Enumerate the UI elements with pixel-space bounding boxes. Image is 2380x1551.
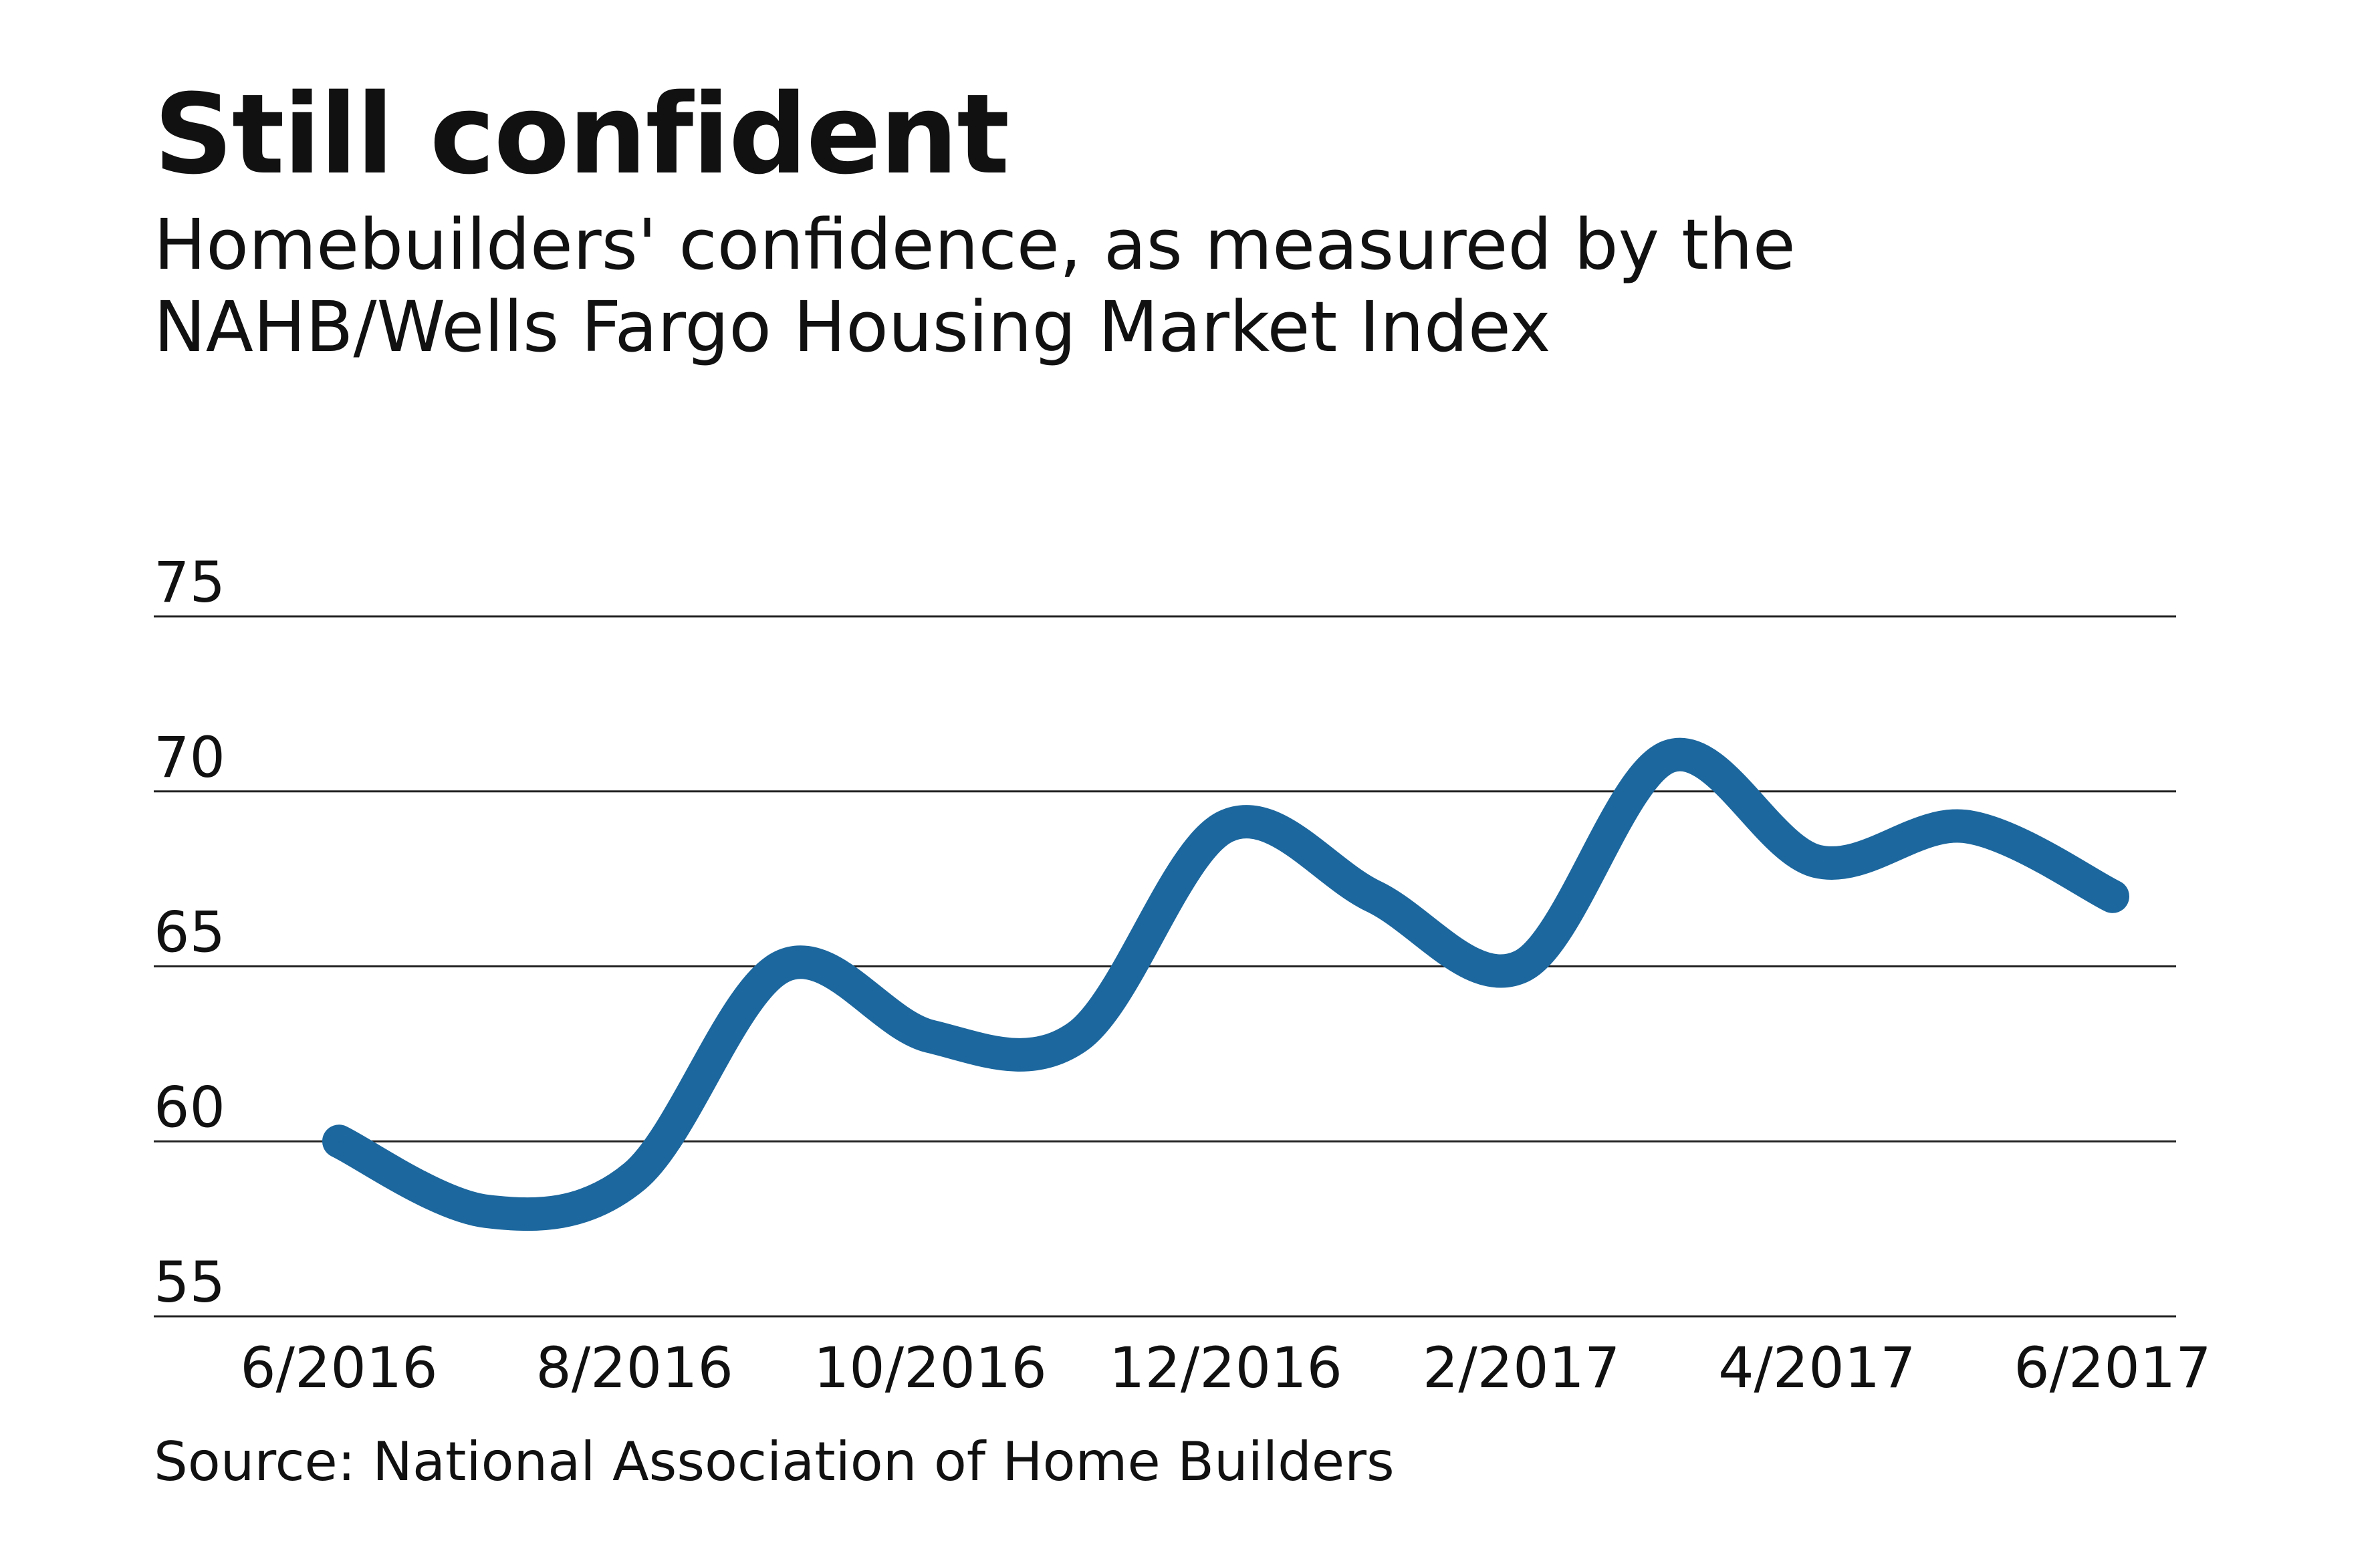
x-tick-label: 6/2017 [2014,1335,2212,1401]
data-point-12/2016 [1225,826,1227,828]
y-tick-label-75: 75 [154,550,225,615]
y-tick-label-65: 65 [154,900,225,965]
x-tick-label: 8/2016 [536,1335,733,1401]
data-point-10/2016 [929,1036,931,1038]
x-tick-label: 2/2017 [1423,1335,1621,1401]
data-point-1/2017 [1373,895,1375,897]
data-point-4/2017 [1816,860,1818,862]
x-tick-label: 10/2016 [814,1335,1047,1401]
data-point-2/2017 [1520,965,1522,967]
x-tick-label: 4/2017 [1718,1335,1916,1401]
source-note: Source: National Association of Home Bui… [154,1431,1395,1493]
data-point-3/2017 [1668,755,1670,757]
x-tick-label: 12/2016 [1109,1335,1342,1401]
data-point-9/2016 [782,965,784,967]
y-tick-label-55: 55 [154,1249,225,1315]
series-line [322,737,2129,1231]
data-point-6/2017 [2112,895,2113,897]
chart-subtitle-line-2: NAHB/Wells Fargo Housing Market Index [154,286,1551,368]
chart-subtitle-line-1: Homebuilders' confidence, as measured by… [154,204,1796,285]
chart-title: Still confident [154,70,1009,199]
data-point-11/2016 [1077,1036,1079,1038]
data-point-5/2017 [1964,826,1966,828]
data-point-7/2016 [486,1210,488,1212]
y-tick-label-70: 70 [154,725,225,790]
y-tick-label-60: 60 [154,1074,225,1140]
x-tick-label: 6/2016 [240,1335,438,1401]
data-point-6/2016 [338,1141,340,1143]
data-point-8/2016 [634,1175,636,1177]
